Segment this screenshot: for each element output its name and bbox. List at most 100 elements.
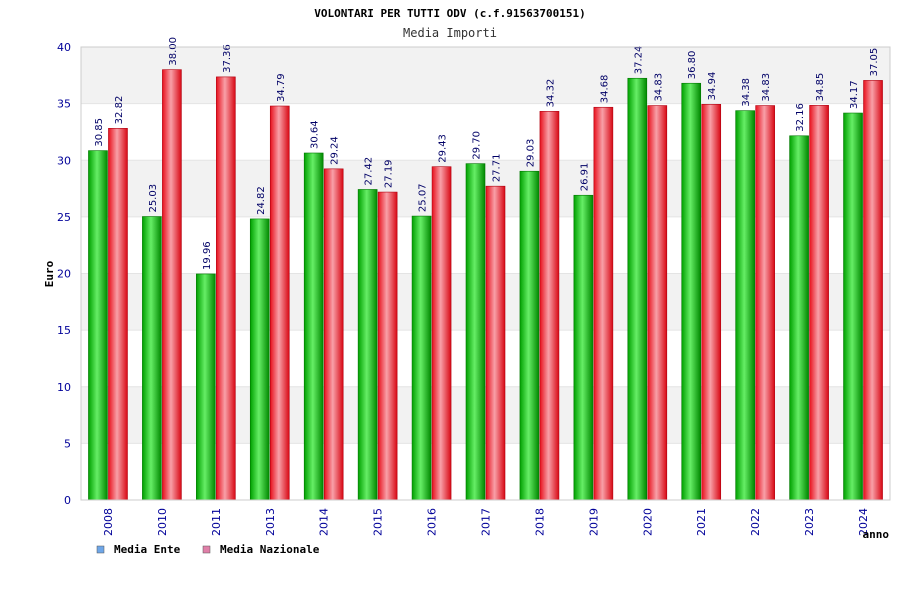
y-tick-label: 10 xyxy=(57,381,71,394)
bar-media-ente-2016 xyxy=(411,215,432,501)
data-label-media-nazionale-2010: 38.00 xyxy=(168,37,179,66)
data-label-media-nazionale-2019: 34.68 xyxy=(599,75,610,104)
plot-band xyxy=(81,47,890,104)
plot-band xyxy=(81,216,890,274)
bar-media-ente-2019 xyxy=(573,194,594,501)
y-tick-label: 15 xyxy=(57,324,71,337)
data-label-media-nazionale-2024: 37.05 xyxy=(869,48,880,77)
data-label-media-ente-2013: 24.82 xyxy=(256,186,267,215)
plot-band xyxy=(81,103,890,161)
data-label-media-ente-2016: 25.07 xyxy=(418,183,429,212)
bar-media-nazionale-2017 xyxy=(485,185,506,501)
y-tick-label: 30 xyxy=(57,154,71,167)
bar-media-nazionale-2020 xyxy=(647,105,668,501)
x-axis-label: anno xyxy=(863,528,890,541)
x-tick-label: 2016 xyxy=(426,508,439,536)
data-label-media-nazionale-2016: 29.43 xyxy=(438,134,449,163)
bar-media-ente-2022 xyxy=(735,110,755,501)
data-label-media-ente-2021: 36.80 xyxy=(687,51,698,80)
x-tick-label: 2008 xyxy=(102,508,115,536)
bar-media-ente-2020 xyxy=(627,77,648,501)
bar-media-nazionale-2016 xyxy=(431,166,452,501)
data-label-media-nazionale-2017: 27.71 xyxy=(492,154,503,183)
bar-media-nazionale-2011 xyxy=(216,76,236,501)
bar-media-nazionale-2008 xyxy=(108,128,128,501)
data-label-media-nazionale-2014: 29.24 xyxy=(330,136,341,165)
y-tick-label: 5 xyxy=(64,437,71,450)
plot-band xyxy=(81,386,890,444)
bar-media-nazionale-2019 xyxy=(593,106,614,501)
bar-media-nazionale-2013 xyxy=(269,105,290,501)
x-axis-ticks: 2008 2010 2011 2013 2014 2015 2016 2017 2018 2019… xyxy=(102,508,870,536)
bar-media-ente-2014 xyxy=(303,152,324,501)
data-label-media-ente-2017: 29.70 xyxy=(472,131,483,160)
plot-band xyxy=(81,330,890,387)
bar-media-ente-2015 xyxy=(357,189,378,501)
data-label-media-ente-2018: 29.03 xyxy=(525,139,536,168)
data-label-media-nazionale-2018: 34.32 xyxy=(545,79,556,108)
bar-media-ente-2011 xyxy=(196,273,216,501)
x-tick-label: 2022 xyxy=(749,508,762,536)
chart-subtitle: Media Importi xyxy=(403,26,497,40)
bar-media-ente-2021 xyxy=(681,82,702,501)
plot-band xyxy=(81,160,890,217)
data-label-media-ente-2008: 30.85 xyxy=(94,118,105,147)
data-label-media-ente-2014: 30.64 xyxy=(310,120,321,149)
data-label-media-nazionale-2008: 32.82 xyxy=(114,96,125,125)
bars xyxy=(88,69,883,501)
legend-swatch-media-ente xyxy=(96,545,105,554)
bar-media-nazionale-2021 xyxy=(701,104,722,501)
x-tick-label: 2019 xyxy=(587,508,600,536)
legend-swatch-media-nazionale xyxy=(202,545,211,554)
data-labels: 30.85 32.82 25.03 38.00 19.96 37.36 24.82 34.79… xyxy=(94,37,880,270)
bar-media-nazionale-2024 xyxy=(863,80,883,501)
bar-media-ente-2018 xyxy=(519,170,540,501)
data-label-media-nazionale-2011: 37.36 xyxy=(222,44,233,73)
data-label-media-nazionale-2020: 34.83 xyxy=(653,73,664,102)
bar-media-ente-2013 xyxy=(249,218,270,501)
y-axis-ticks: 0 5 10 15 20 25 30 35 40 xyxy=(57,41,71,507)
data-label-media-nazionale-2023: 34.85 xyxy=(815,73,826,102)
x-tick-label: 2020 xyxy=(641,508,654,536)
chart-title: VOLONTARI PER TUTTI ODV (c.f.91563700151… xyxy=(314,7,586,20)
legend: Media Ente Media Nazionale xyxy=(96,543,320,556)
data-label-media-ente-2022: 34.38 xyxy=(741,78,752,107)
x-tick-label: 2011 xyxy=(210,508,223,536)
legend-label-media-nazionale: Media Nazionale xyxy=(220,543,320,556)
data-label-media-ente-2010: 25.03 xyxy=(148,184,159,213)
plot-band xyxy=(81,443,890,500)
plot-background xyxy=(81,47,890,500)
y-tick-label: 0 xyxy=(64,494,71,507)
data-label-media-ente-2011: 19.96 xyxy=(202,241,213,270)
data-label-media-ente-2020: 37.24 xyxy=(633,46,644,75)
data-label-media-nazionale-2022: 34.83 xyxy=(761,73,772,102)
data-label-media-nazionale-2015: 27.19 xyxy=(384,159,395,188)
data-label-media-ente-2019: 26.91 xyxy=(579,163,590,192)
x-tick-label: 2017 xyxy=(480,508,493,536)
plot-band xyxy=(81,273,890,331)
bar-media-ente-2024 xyxy=(843,112,863,501)
bar-media-nazionale-2018 xyxy=(539,111,560,501)
data-label-media-ente-2024: 34.17 xyxy=(849,80,860,109)
y-tick-label: 40 xyxy=(57,41,71,54)
bar-media-nazionale-2010 xyxy=(162,69,182,501)
bar-media-nazionale-2022 xyxy=(755,105,775,501)
bar-media-ente-2008 xyxy=(88,150,108,501)
data-label-media-ente-2015: 27.42 xyxy=(364,157,375,186)
x-tick-label: 2010 xyxy=(156,508,169,536)
bar-media-nazionale-2023 xyxy=(809,105,829,501)
data-label-media-ente-2023: 32.16 xyxy=(795,103,806,132)
y-tick-label: 20 xyxy=(57,268,71,281)
x-tick-label: 2023 xyxy=(803,508,816,536)
x-tick-label: 2024 xyxy=(857,508,870,536)
data-label-media-nazionale-2013: 34.79 xyxy=(276,73,287,102)
y-tick-label: 35 xyxy=(57,98,71,111)
bar-media-ente-2010 xyxy=(142,216,162,501)
plot-frame xyxy=(80,46,891,501)
bar-media-nazionale-2015 xyxy=(377,191,398,501)
x-tick-label: 2014 xyxy=(318,508,331,536)
y-axis-label: Euro xyxy=(43,260,56,287)
y-tick-label: 25 xyxy=(57,211,71,224)
x-tick-label: 2021 xyxy=(695,508,708,536)
